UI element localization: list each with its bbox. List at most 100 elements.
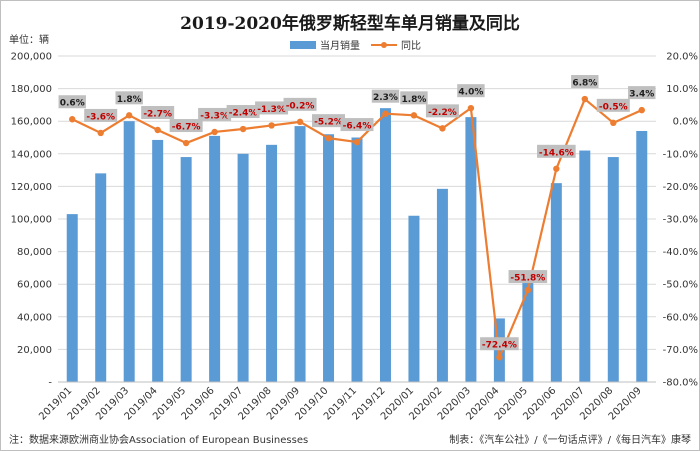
yoy-label-box bbox=[283, 97, 317, 111]
yoy-label-text: 2.3% bbox=[373, 93, 398, 103]
legend-sales-label: 当月销量 bbox=[320, 39, 360, 52]
yoy-data-label: 3.4% bbox=[628, 86, 656, 100]
legend: 当月销量 同比 bbox=[290, 39, 421, 52]
sales-bar bbox=[123, 121, 135, 382]
yoy-label-box bbox=[537, 144, 576, 158]
chart-title: 2019-2020年俄罗斯轻型车单月销量及同比 bbox=[180, 13, 520, 34]
unit-label: 单位：辆 bbox=[9, 33, 49, 46]
yoy-data-label: 4.0% bbox=[457, 84, 485, 98]
yoy-data-label: 1.8% bbox=[400, 91, 428, 105]
yoy-label-box bbox=[141, 106, 175, 120]
yoy-marker bbox=[325, 134, 332, 142]
yoy-label-box bbox=[596, 98, 630, 112]
yoy-marker bbox=[581, 95, 589, 103]
y-axis-left: - 20,000 40,000 60,000 80,000 100,000 120,000 1… bbox=[11, 52, 53, 389]
y-right-tick-label: -50.0% bbox=[663, 280, 698, 291]
yoy-label-box bbox=[400, 91, 428, 105]
yoy-data-label: 2.3% bbox=[371, 89, 400, 103]
yoy-data-label: -0.5% bbox=[596, 98, 630, 112]
yoy-marker bbox=[524, 286, 532, 294]
sales-bar bbox=[209, 135, 221, 382]
yoy-data-label: -14.6% bbox=[537, 144, 576, 158]
x-axis-ticks: 2019/012019/022019/032019/042019/052019/… bbox=[37, 385, 644, 422]
yoy-marker bbox=[69, 116, 76, 123]
sales-bar bbox=[323, 134, 335, 382]
yoy-data-label: -1.3% bbox=[255, 101, 289, 115]
yoy-label-box bbox=[84, 108, 118, 122]
yoy-label-text: -2.4% bbox=[229, 109, 258, 119]
yoy-data-label: -6.7% bbox=[169, 119, 203, 133]
yoy-label-text: -1.3% bbox=[257, 105, 286, 115]
yoy-label-text: 1.8% bbox=[401, 95, 426, 105]
yoy-label-text: -2.7% bbox=[143, 110, 172, 120]
yoy-label-text: -0.5% bbox=[599, 102, 628, 112]
yoy-data-label: -72.4% bbox=[480, 337, 519, 351]
yoy-label-box bbox=[255, 101, 289, 115]
yoy-label-text: -72.4% bbox=[482, 341, 517, 351]
yoy-marker bbox=[268, 122, 275, 129]
yoy-marker bbox=[439, 125, 446, 132]
y-right-tick-label: 20.0% bbox=[666, 52, 698, 63]
y-left-tick-label: 20,000 bbox=[17, 345, 52, 356]
sales-bar bbox=[550, 183, 562, 382]
yoy-marker bbox=[410, 112, 418, 119]
yoy-label-text: 4.0% bbox=[458, 88, 483, 98]
yoy-data-label: -2.2% bbox=[425, 104, 459, 118]
yoy-marker bbox=[610, 119, 617, 127]
yoy-label-text: 6.8% bbox=[572, 79, 597, 89]
sales-bar bbox=[66, 214, 78, 382]
yoy-data-label: -2.4% bbox=[226, 105, 260, 119]
yoy-label-box bbox=[58, 95, 86, 109]
footer-source: 注：数据来源欧洲商业协会Association of European Busi… bbox=[9, 433, 308, 446]
yoy-marker bbox=[182, 139, 190, 147]
y-left-tick-label: 140,000 bbox=[11, 149, 52, 160]
yoy-label-box bbox=[371, 89, 400, 103]
yoy-label-box bbox=[340, 118, 374, 132]
y-left-tick-label: - bbox=[48, 378, 52, 389]
yoy-label-box bbox=[169, 119, 203, 133]
y-left-tick-label: 40,000 bbox=[17, 312, 52, 323]
yoy-label-box bbox=[198, 107, 232, 121]
sales-bar bbox=[436, 188, 448, 382]
yoy-label-text: 1.8% bbox=[117, 95, 142, 105]
yoy-marker bbox=[296, 118, 304, 126]
yoy-data-label: -3.6% bbox=[84, 108, 118, 122]
yoy-marker bbox=[154, 126, 161, 134]
y-left-tick-label: 200,000 bbox=[11, 52, 52, 63]
yoy-label-text: -14.6% bbox=[539, 148, 574, 158]
yoy-label-box bbox=[115, 91, 143, 105]
yoy-marker bbox=[239, 125, 247, 133]
yoy-label-text: -0.2% bbox=[286, 101, 315, 111]
yoy-marker bbox=[638, 106, 645, 114]
y-left-tick-label: 60,000 bbox=[17, 280, 52, 291]
sales-bar bbox=[152, 139, 164, 382]
sales-bar bbox=[294, 126, 306, 382]
yoy-label-text: -6.7% bbox=[172, 123, 201, 133]
yoy-data-label: -6.4% bbox=[340, 118, 374, 132]
sales-bar bbox=[408, 215, 420, 382]
y-axis-right: -80.0% -70.0% -60.0% -50.0% -40.0% -30.0% -20.… bbox=[663, 52, 698, 389]
yoy-data-label: -5.2% bbox=[312, 114, 346, 128]
yoy-label-text: -5.2% bbox=[314, 118, 343, 128]
y-right-tick-label: -40.0% bbox=[663, 247, 698, 258]
sales-bar bbox=[607, 157, 619, 382]
line-series bbox=[69, 95, 645, 361]
yoy-label-box bbox=[628, 86, 656, 100]
sales-bar bbox=[237, 153, 249, 382]
sales-bar bbox=[95, 173, 107, 382]
yoy-marker bbox=[211, 128, 218, 136]
data-labels: 0.6%-3.6%1.8%-2.7%-6.7%-3.3% -2.4% -1.3% -0… bbox=[58, 75, 656, 351]
yoy-data-label: 0.6% bbox=[58, 95, 86, 109]
yoy-marker bbox=[382, 110, 389, 117]
y-right-tick-label: -10.0% bbox=[663, 149, 698, 160]
y-right-tick-label: -20.0% bbox=[663, 182, 698, 193]
yoy-data-label: -51.8% bbox=[508, 270, 548, 284]
yoy-label-box bbox=[425, 104, 459, 118]
y-right-tick-label: 10.0% bbox=[666, 84, 698, 95]
yoy-label-text: -6.4% bbox=[343, 122, 372, 132]
yoy-marker bbox=[97, 129, 104, 137]
yoy-label-text: -51.8% bbox=[510, 274, 545, 284]
yoy-label-box bbox=[312, 114, 346, 128]
y-right-tick-label: -70.0% bbox=[663, 345, 698, 356]
